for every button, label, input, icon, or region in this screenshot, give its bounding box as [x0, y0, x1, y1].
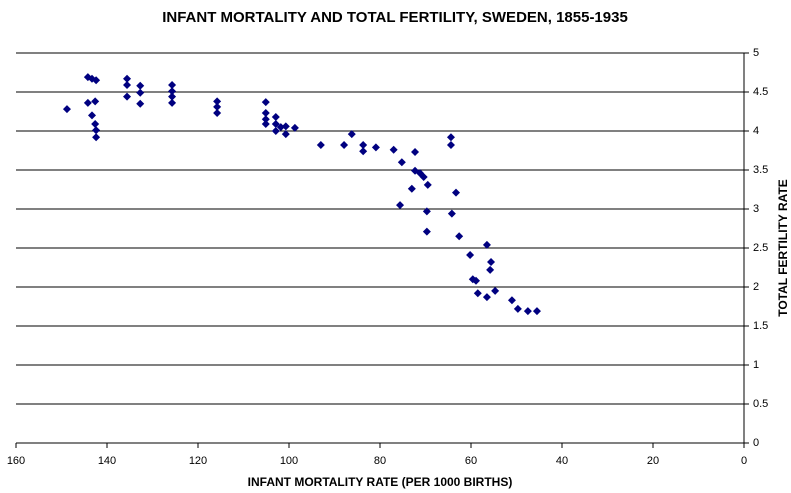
point: [486, 265, 495, 274]
point: [92, 133, 101, 142]
point: [261, 109, 270, 118]
point: [411, 148, 420, 157]
point: [447, 209, 456, 218]
y-tick-label: 3: [753, 203, 759, 215]
point: [422, 227, 431, 236]
point: [91, 97, 100, 106]
y-tick-label: 4.5: [753, 86, 768, 98]
point: [347, 130, 356, 139]
point: [482, 293, 491, 302]
chart-title: INFANT MORTALITY AND TOTAL FERTILITY, SW…: [162, 9, 628, 26]
point: [396, 201, 405, 210]
point: [466, 251, 475, 260]
point: [168, 87, 177, 96]
point: [261, 98, 270, 107]
point: [451, 188, 460, 197]
x-tick-label: 160: [7, 455, 25, 467]
point: [491, 286, 500, 295]
y-tick-label: 2: [753, 281, 759, 293]
point: [371, 143, 380, 152]
y-tick-label: 1: [753, 359, 759, 371]
point: [123, 74, 132, 83]
point: [359, 141, 368, 150]
point: [123, 80, 132, 89]
point: [455, 232, 464, 241]
y-axis-title: TOTAL FERTILITY RATE: [776, 179, 790, 317]
point: [168, 98, 177, 107]
point: [92, 76, 101, 85]
x-tick-label: 120: [189, 455, 207, 467]
x-tick-label: 0: [741, 455, 747, 467]
y-tick-label: 2.5: [753, 242, 768, 254]
y-tick-label: 4: [753, 125, 759, 137]
point: [423, 180, 432, 189]
point: [532, 307, 541, 316]
point: [213, 97, 222, 106]
x-tick-label: 80: [374, 455, 386, 467]
x-tick-label: 100: [280, 455, 298, 467]
point: [446, 141, 455, 150]
point: [261, 115, 270, 124]
point: [523, 307, 532, 316]
point: [316, 141, 325, 150]
point: [397, 158, 406, 167]
point: [472, 276, 481, 285]
point: [359, 147, 368, 156]
point: [91, 119, 100, 128]
point: [261, 119, 270, 128]
point: [507, 296, 516, 305]
point: [92, 126, 101, 135]
y-tick-label: 5: [753, 47, 759, 59]
y-tick-label: 3.5: [753, 164, 768, 176]
point: [513, 304, 522, 313]
y-tick-label: 0.5: [753, 398, 768, 410]
point: [276, 123, 285, 132]
x-axis-title: INFANT MORTALITY RATE (PER 1000 BIRTHS): [248, 475, 513, 489]
point: [422, 207, 431, 216]
point: [473, 289, 482, 298]
point: [136, 88, 145, 97]
point: [168, 80, 177, 89]
point: [213, 102, 222, 111]
y-tick-label: 1.5: [753, 320, 768, 332]
point: [271, 112, 280, 121]
point: [62, 105, 71, 114]
point: [271, 119, 280, 128]
point: [123, 92, 132, 101]
point: [482, 240, 491, 249]
point: [419, 173, 428, 182]
point: [281, 122, 290, 131]
point: [340, 141, 349, 150]
y-tick-label: 0: [753, 437, 759, 449]
point: [487, 258, 496, 267]
point: [87, 111, 96, 120]
point: [281, 130, 290, 139]
point: [213, 109, 222, 118]
x-tick-label: 20: [647, 455, 659, 467]
point: [446, 133, 455, 142]
point: [136, 81, 145, 90]
x-tick-label: 40: [556, 455, 568, 467]
point: [136, 99, 145, 108]
point: [407, 184, 416, 193]
point: [83, 98, 92, 107]
point: [290, 123, 299, 132]
point: [271, 127, 280, 135]
x-tick-label: 60: [465, 455, 477, 467]
point: [168, 92, 177, 101]
x-tick-label: 140: [98, 455, 116, 467]
point: [389, 145, 398, 154]
